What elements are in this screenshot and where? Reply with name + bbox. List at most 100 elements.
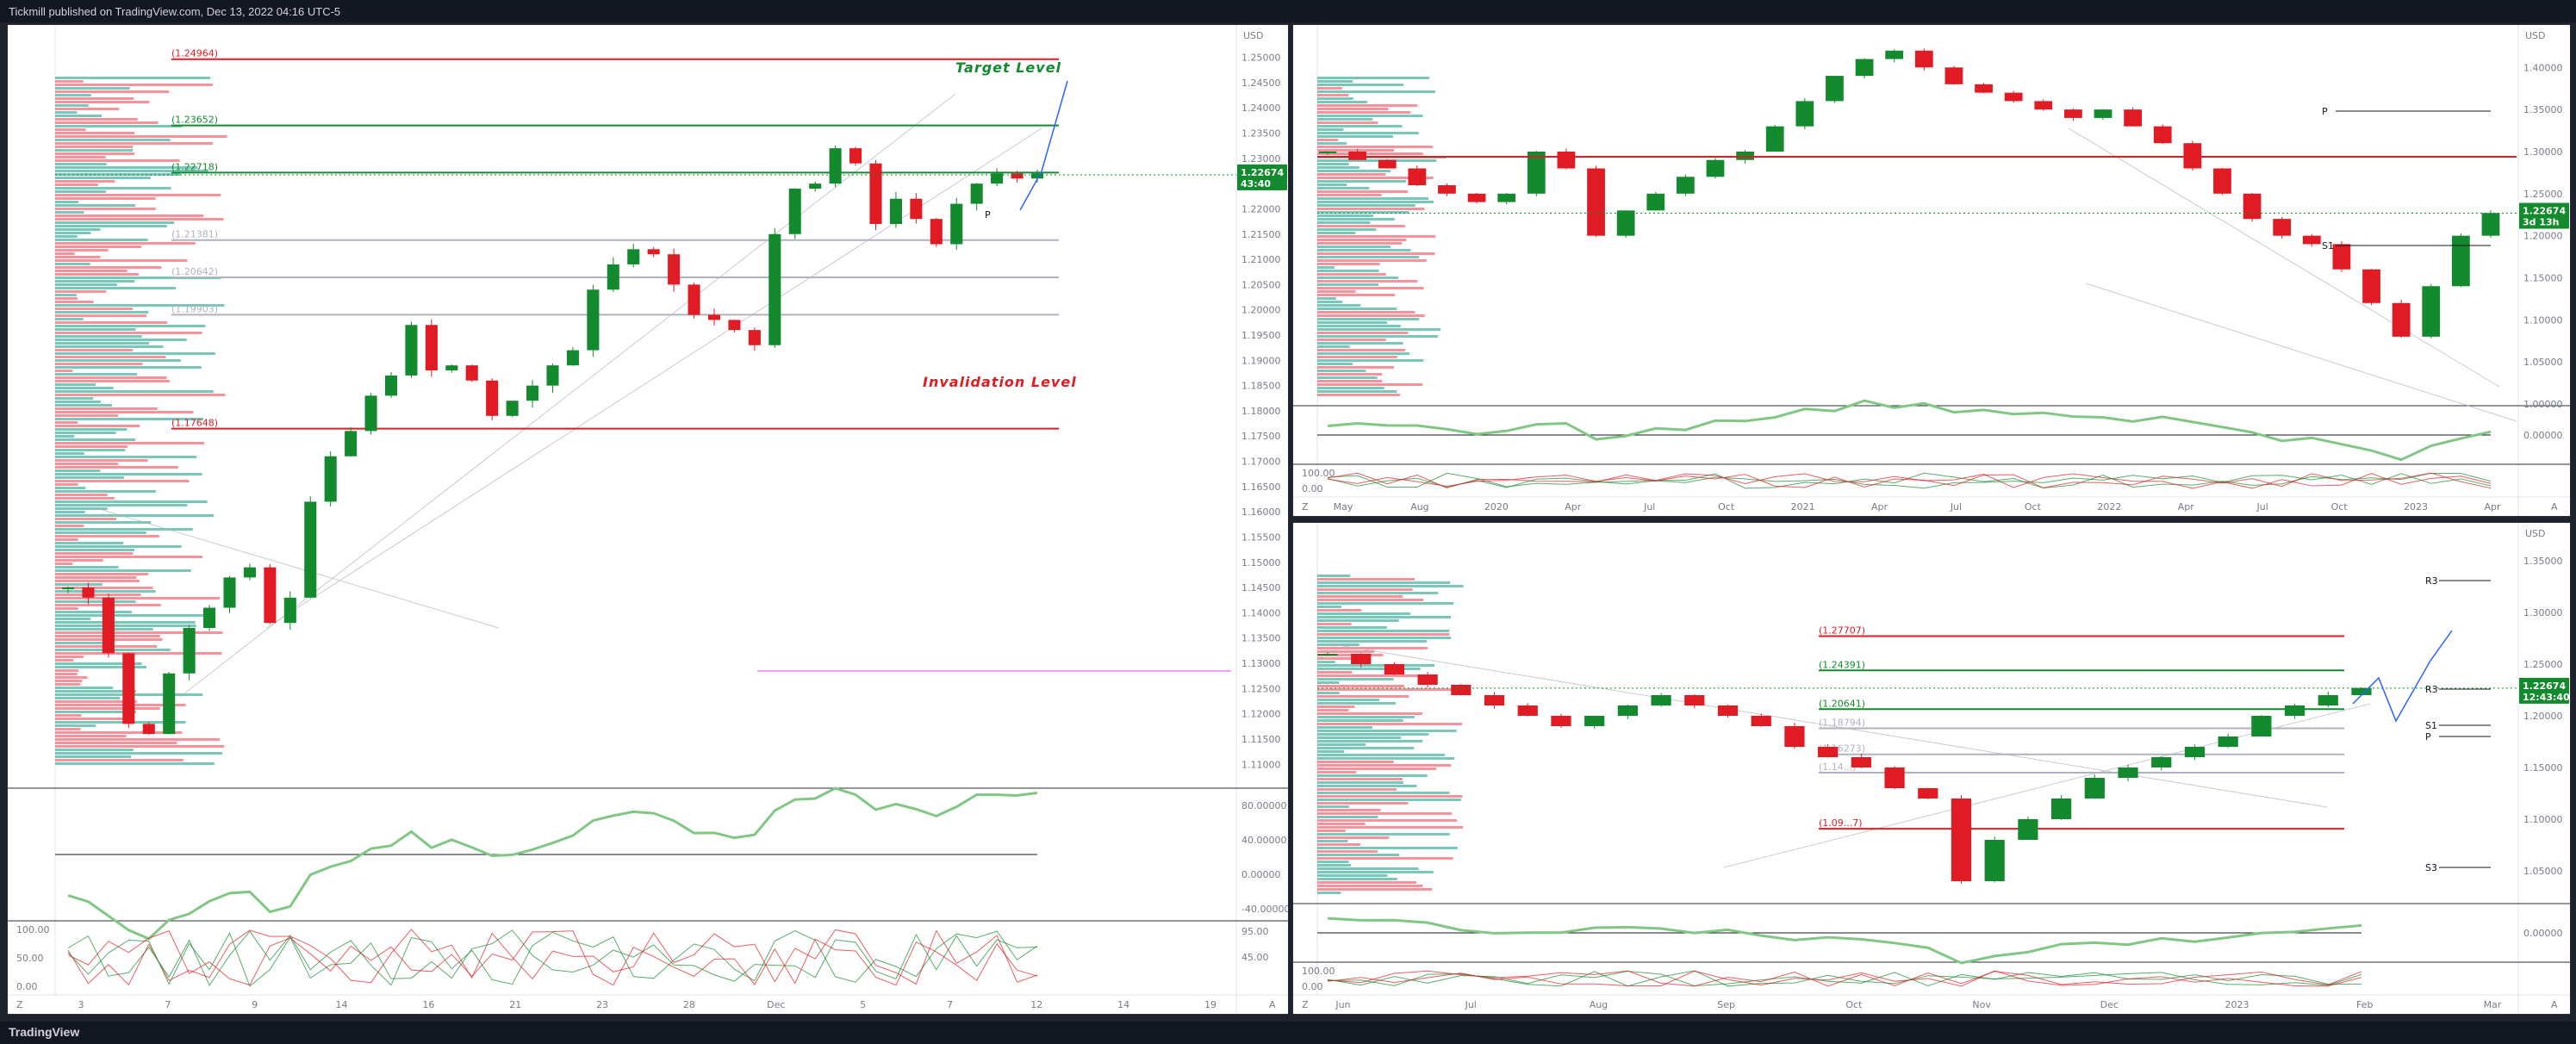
level-label: (1.18794) <box>1819 717 1865 728</box>
candle-body <box>1914 50 1933 68</box>
volume-profile-bar <box>55 277 221 279</box>
candle-body <box>2084 778 2105 799</box>
candle-body <box>405 325 418 376</box>
volume-profile-bar <box>55 507 108 510</box>
volume-profile-bar <box>55 580 140 582</box>
volume-profile-bar <box>1317 612 1410 615</box>
price-tick-label: 1.17500 <box>1241 431 1281 442</box>
price-tick-label: 1.24000 <box>1241 103 1281 114</box>
volume-profile-bar <box>55 421 78 424</box>
pivot-label: R3 <box>2425 575 2438 587</box>
volume-profile-bar <box>55 363 143 365</box>
price-tick-label: 1.17000 <box>1241 457 1281 468</box>
candle-body <box>183 628 196 674</box>
time-tick-label: Apr <box>2484 501 2501 513</box>
candle-body <box>2213 168 2231 194</box>
level-label: (1.20641) <box>1819 698 1865 709</box>
candle-body <box>2392 302 2411 337</box>
time-tick-label: Oct <box>1845 999 1863 1010</box>
volume-profile-bar <box>1317 221 1371 224</box>
oscillator-tick-label: 0.00000 <box>1241 869 1281 880</box>
volume-profile-bar <box>55 669 79 672</box>
chart-panel-bottom-right[interactable]: USD 1.35000 1.30000 1.25000 1.20000 1.15000 1.… <box>1292 522 2571 1015</box>
chart-top-right-svg[interactable]: USD 1.40000 1.35000 1.30000 1.25000 1.20000 1.… <box>1293 25 2570 516</box>
chart-panel-left[interactable]: USD 1.25000 1.24500 1.24000 1.23500 1.23000 1.… <box>7 24 1289 1015</box>
volume-profile-bar <box>55 697 121 699</box>
time-tick-label: Nov <box>1972 999 1991 1010</box>
footer-bar: TradingView <box>0 1022 2576 1044</box>
price-tick-label: 1.24500 <box>1241 78 1281 89</box>
volume-profile-bar <box>55 325 206 327</box>
volume-profile-bar <box>1317 654 1384 656</box>
volume-profile-bar <box>55 177 151 179</box>
volume-profile-bar <box>1317 118 1373 121</box>
volume-profile-bar <box>1317 881 1417 884</box>
volume-profile-bar <box>55 680 83 682</box>
volume-profile-bar <box>55 146 133 148</box>
volume-profile-bar <box>55 673 78 675</box>
volume-profile-bar <box>55 332 202 334</box>
volume-profile-bar <box>1317 633 1450 636</box>
candle-body <box>2284 705 2305 716</box>
volume-profile-bar <box>1317 376 1378 379</box>
candle-body <box>2218 736 2238 747</box>
auto-scale-icon: A <box>1269 999 1276 1010</box>
volume-profile-bar <box>55 194 221 196</box>
volume-profile-bar <box>55 500 208 503</box>
volume-profile-bar <box>55 297 78 300</box>
candle-body <box>163 673 176 735</box>
tradingview-logo[interactable]: TradingView <box>9 1025 80 1039</box>
volume-profile-bar <box>55 556 202 558</box>
volume-profile-bar <box>55 314 147 317</box>
candle-body <box>486 380 499 416</box>
volume-profile-bar <box>1317 788 1397 791</box>
projection-arrow <box>1019 80 1068 211</box>
price-tick-label: 1.00000 <box>2523 399 2563 410</box>
candle-body <box>2004 92 2023 102</box>
level-label: (1.23652) <box>171 115 218 126</box>
volume-profile-bar <box>1317 767 1437 770</box>
candle-body <box>707 314 721 320</box>
volume-profile-bar <box>55 366 202 369</box>
last-price-label: 1.22674 <box>1241 167 1284 178</box>
volume-profile-bar <box>1317 259 1427 262</box>
zoom-icon: Z <box>1302 999 1309 1010</box>
currency-label: USD <box>2525 30 2546 41</box>
volume-profile-bar <box>1317 297 1336 300</box>
candle-body <box>1557 151 1576 169</box>
candle-body <box>2481 213 2500 236</box>
time-tick-label: 2023 <box>2225 999 2249 1010</box>
candle-body <box>1751 716 1771 726</box>
zoom-icon: Z <box>1302 501 1309 513</box>
volume-profile-bar <box>55 718 130 720</box>
candle-body <box>546 365 559 386</box>
volume-profile-bar <box>55 449 126 451</box>
stochastic-line <box>67 930 1038 986</box>
volume-profile-bar <box>55 428 128 431</box>
volume-profile-bar <box>1317 332 1409 334</box>
pivot-label: P <box>2425 731 2431 743</box>
price-tick-label: 1.11500 <box>1241 734 1281 745</box>
candle-body <box>1551 716 1571 726</box>
price-tick-label: 1.15000 <box>2523 272 2563 283</box>
volume-profile-bar <box>55 683 81 686</box>
volume-profile-bar <box>55 273 140 276</box>
chart-bottom-right-svg[interactable]: USD 1.35000 1.30000 1.25000 1.20000 1.15000 1.… <box>1293 523 2570 1014</box>
volume-profile-bar <box>55 163 107 165</box>
volume-profile-bar <box>1317 366 1394 369</box>
chart-left-svg[interactable]: USD 1.25000 1.24500 1.24000 1.23500 1.23000 1.… <box>8 25 1288 1014</box>
volume-profile-bar <box>1317 816 1378 818</box>
volume-profile-bar <box>55 152 135 155</box>
chart-panel-top-right[interactable]: USD 1.40000 1.35000 1.30000 1.25000 1.20000 1.… <box>1292 24 2571 517</box>
volume-profile-bar <box>55 597 221 600</box>
volume-profile-bar <box>55 397 94 400</box>
volume-profile-bar <box>1317 170 1391 172</box>
volume-profile-bar <box>55 463 119 465</box>
candle-body <box>122 653 135 724</box>
candle-body <box>223 577 236 608</box>
volume-profile-bar <box>55 490 156 493</box>
volume-profile-bar <box>1317 743 1366 746</box>
volume-profile-bar <box>55 121 159 124</box>
price-tick-label: 1.21000 <box>1241 254 1281 265</box>
last-price-label: 1.22674 <box>2523 206 2566 217</box>
